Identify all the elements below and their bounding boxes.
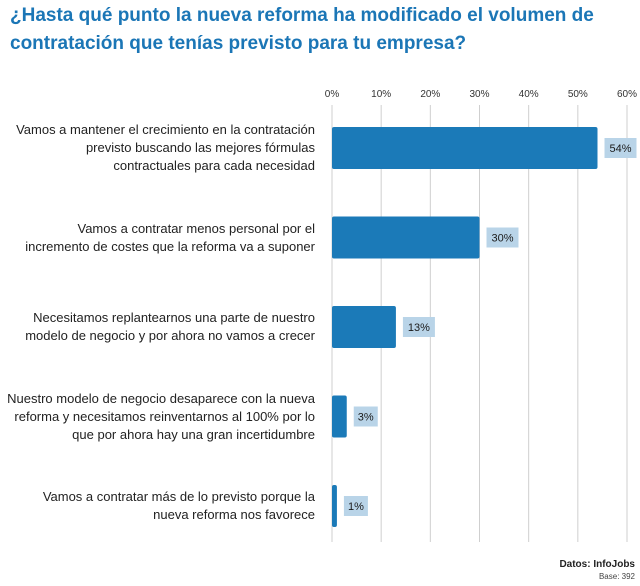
data-label-bg — [604, 138, 637, 158]
x-tick-label: 60% — [617, 89, 637, 100]
x-tick-label: 50% — [568, 89, 588, 100]
category-label: Nuestro modelo de negocio desaparece con… — [0, 390, 315, 444]
bar — [332, 395, 347, 438]
data-label-bg — [402, 317, 435, 337]
category-label: Vamos a mantener el crecimiento en la co… — [0, 121, 315, 175]
category-label-line: nueva reforma nos favorece — [153, 507, 315, 522]
data-label-bg — [486, 227, 519, 248]
category-label-line: Nuestro modelo de negocio desaparece con… — [7, 390, 315, 406]
category-label-line: previsto buscando las mejores fórmulas — [85, 140, 315, 155]
bar — [332, 216, 480, 259]
bar — [332, 306, 396, 348]
data-label: 30% — [491, 233, 513, 245]
x-tick-label: 30% — [469, 89, 489, 100]
category-label-line: modelo de negocio y por ahora no vamos a… — [25, 328, 315, 343]
category-label-line: Necesitamos replantearnos una parte de n… — [33, 310, 315, 325]
category-label-line: Vamos a contratar menos personal por el — [77, 220, 316, 236]
category-label-line: reforma y necesitamos reinventarnos al 1… — [14, 408, 315, 424]
x-tick-label: 40% — [519, 89, 539, 100]
data-label: 13% — [408, 322, 430, 334]
x-tick-label: 10% — [371, 89, 391, 100]
base-text: Base: 392 — [598, 572, 635, 581]
source-text: Datos: InfoJobs — [559, 559, 635, 570]
data-label-bg — [353, 406, 378, 427]
category-label: Vamos a contratar más de lo previsto por… — [0, 488, 315, 524]
x-tick-label: 20% — [420, 89, 440, 100]
bar — [332, 127, 598, 169]
data-label: 3% — [358, 412, 374, 424]
category-label-line: Vamos a mantener el crecimiento en la co… — [16, 122, 315, 137]
category-label: Necesitamos replantearnos una parte de n… — [0, 309, 315, 345]
category-label-line: incremento de costes que la reforma va a… — [25, 238, 315, 254]
category-label-line: Vamos a contratar más de lo previsto por… — [42, 489, 315, 504]
source-block: Datos: InfoJobs Base: 392 — [559, 559, 635, 581]
category-label-line: contractuales para cada necesidad — [113, 158, 315, 173]
x-tick-label: 0% — [325, 89, 340, 100]
chart-title: ¿Hasta qué punto la nueva reforma ha mod… — [10, 5, 594, 54]
category-label: Vamos a contratar menos personal por el i… — [0, 220, 315, 256]
bar — [332, 485, 337, 527]
data-label-bg — [343, 496, 368, 516]
data-label: 54% — [609, 143, 631, 155]
data-label: 1% — [348, 501, 364, 513]
category-label-line: que por ahora hay una gran incertidumbre — [72, 426, 315, 442]
